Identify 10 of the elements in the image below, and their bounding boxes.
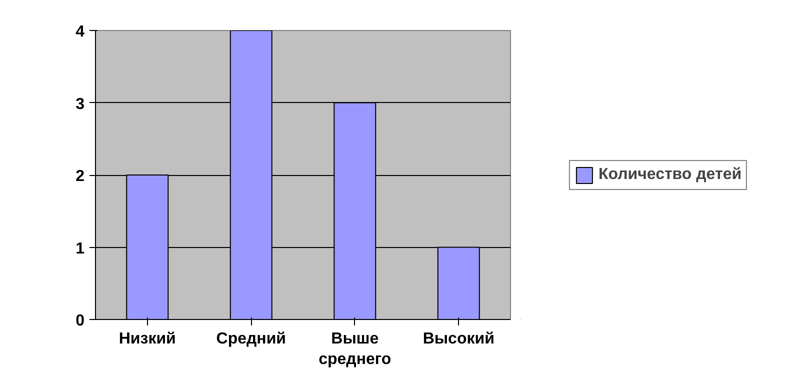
x-tick-label: Средний — [216, 330, 286, 348]
y-tick-label: 0 — [76, 312, 85, 330]
y-tick-label: 1 — [76, 240, 85, 258]
x-tick-label: Низкий — [118, 330, 176, 348]
y-tick-label: 3 — [76, 96, 85, 113]
y-tick-label: 4 — [76, 24, 85, 40]
x-tick-label: Высокий — [422, 330, 494, 348]
legend-label: Количество детей — [598, 166, 742, 184]
y-tick-label: 2 — [76, 168, 85, 185]
x-tick-label: Выше среднего — [318, 330, 392, 368]
